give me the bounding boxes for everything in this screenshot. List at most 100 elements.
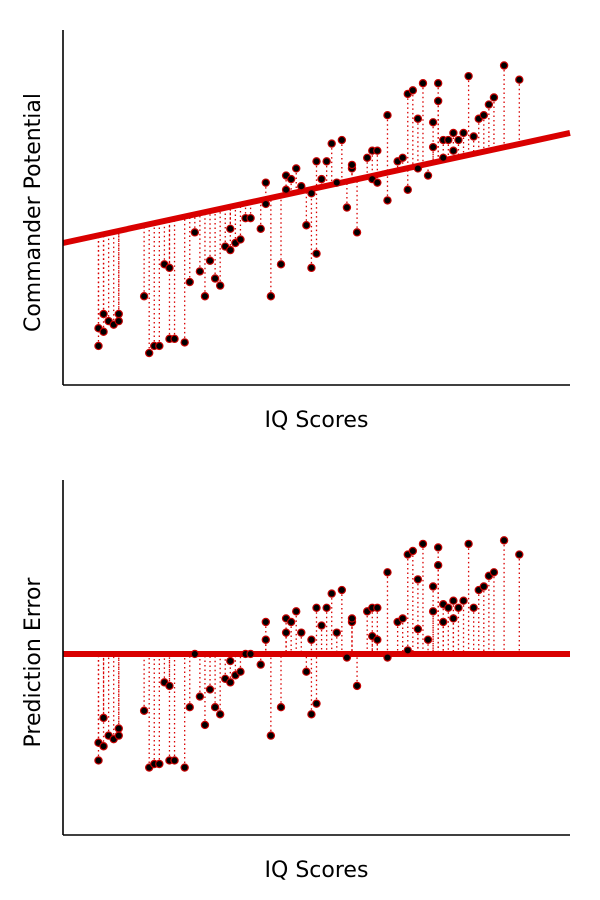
data-point: [428, 582, 438, 591]
data-point: [246, 213, 255, 223]
data-point: [413, 164, 423, 173]
data-point: [433, 96, 443, 106]
data-point: [236, 667, 245, 676]
data-point: [428, 607, 438, 616]
data-point: [332, 628, 341, 637]
data-point: [292, 607, 301, 616]
data-point: [215, 281, 225, 290]
data-point: [286, 617, 296, 627]
chart-panel-bottom: IQ Scores Prediction Error: [0, 450, 600, 900]
data-point: [444, 603, 453, 612]
data-point: [139, 292, 149, 301]
data-point: [373, 603, 382, 612]
data-point: [428, 142, 438, 152]
data-point: [114, 309, 123, 319]
data-point: [205, 685, 215, 694]
data-point: [185, 703, 194, 712]
data-point: [489, 93, 499, 102]
data-point: [373, 146, 382, 155]
data-point: [276, 260, 286, 269]
data-point: [99, 309, 108, 319]
data-point: [155, 759, 164, 769]
data-point: [307, 635, 316, 644]
data-point: [403, 646, 412, 655]
data-point: [373, 635, 382, 644]
data-point: [302, 667, 311, 676]
data-point: [312, 603, 321, 612]
data-point: [423, 171, 433, 180]
data-point: [469, 603, 478, 612]
data-point: [383, 110, 392, 120]
data-point: [165, 263, 174, 273]
data-point: [261, 617, 270, 627]
data-point: [327, 589, 336, 598]
data-point: [352, 681, 362, 691]
data-point: [444, 135, 453, 145]
data-point: [433, 560, 443, 570]
data-point: [307, 189, 316, 198]
data-point: [515, 550, 524, 559]
data-point: [347, 614, 357, 623]
data-point: [515, 75, 524, 84]
data-point: [403, 185, 412, 194]
data-point: [322, 603, 331, 612]
data-point: [99, 713, 108, 723]
data-point: [114, 724, 123, 733]
data-point: [210, 274, 220, 283]
data-point: [281, 185, 291, 194]
data-point: [327, 139, 336, 148]
data-point: [464, 71, 473, 81]
data-point: [342, 203, 352, 212]
chart-panel-top: IQ Scores Commander Potential: [21, 30, 571, 433]
data-point: [99, 742, 108, 751]
data-point: [114, 731, 123, 740]
data-point: [499, 536, 509, 545]
data-point: [286, 174, 296, 184]
data-point: [479, 582, 489, 591]
x-axis-label: IQ Scores: [265, 408, 369, 433]
data-point: [363, 153, 372, 162]
data-point: [408, 86, 418, 95]
data-point: [94, 341, 103, 351]
data-point: [266, 292, 276, 301]
data-point: [454, 603, 463, 612]
data-point: [261, 635, 270, 644]
data-point: [413, 114, 423, 123]
data-point: [226, 678, 235, 687]
data-points: [94, 536, 524, 772]
data-point: [170, 334, 179, 344]
data-point: [226, 656, 235, 666]
data-point: [449, 596, 458, 605]
data-point: [180, 338, 189, 347]
data-point: [383, 568, 392, 577]
data-point: [190, 649, 200, 659]
data-point: [200, 720, 210, 730]
data-point: [266, 731, 276, 740]
data-point: [195, 692, 205, 701]
data-point: [165, 681, 174, 691]
data-point: [337, 135, 347, 145]
residual-lines: [97, 65, 520, 354]
data-point: [195, 267, 205, 276]
data-point: [499, 61, 509, 70]
data-point: [185, 277, 194, 287]
data-point: [99, 327, 108, 336]
data-point: [180, 763, 189, 772]
data-point: [256, 224, 265, 233]
data-point: [439, 617, 448, 627]
data-point: [307, 263, 316, 273]
data-point: [144, 348, 154, 358]
data-point: [226, 224, 235, 233]
data-point: [246, 649, 255, 659]
data-point: [423, 635, 433, 644]
data-point: [210, 703, 220, 712]
data-point: [459, 596, 468, 605]
data-point: [312, 157, 321, 166]
y-axis-label: Commander Potential: [21, 93, 46, 332]
data-point: [312, 699, 321, 708]
data-point: [215, 710, 225, 719]
data-point: [428, 118, 438, 127]
data-point: [484, 100, 494, 109]
data-point: [398, 614, 407, 623]
data-point: [312, 249, 321, 258]
